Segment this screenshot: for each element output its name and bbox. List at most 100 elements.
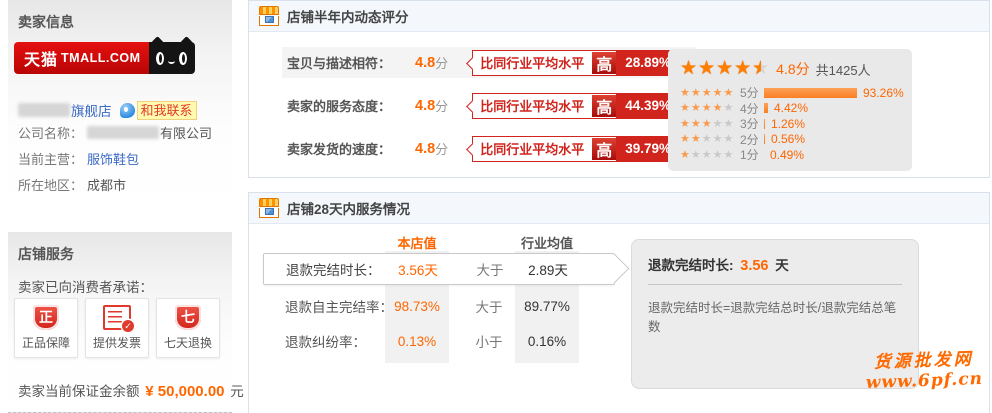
promise-badge-label: 提供发票 bbox=[92, 336, 141, 350]
star-filled-icon: ★ bbox=[701, 117, 713, 130]
shield-qi-icon: 七 bbox=[175, 305, 201, 330]
distribution-label: 5分 bbox=[740, 86, 759, 101]
star-icons: ★★★★★ bbox=[680, 118, 740, 130]
field-label: 公司名称： bbox=[18, 126, 84, 141]
rating-row: 卖家发货的速度： 4.8 分 比同行业平均水平高 39.79% bbox=[282, 133, 696, 164]
star-summary-row: ★★★★★★★★★★ 4.8分 共1425人 bbox=[680, 57, 912, 81]
star-filled-icon: ★ bbox=[680, 117, 691, 130]
star-empty-icon: ★ bbox=[690, 148, 702, 161]
star-filled-icon: ★ bbox=[680, 133, 691, 146]
distribution-percent: 93.26% bbox=[863, 85, 904, 100]
seller-info-title: 卖家信息 bbox=[18, 14, 74, 30]
field-value: 成都市 bbox=[87, 178, 127, 193]
distribution-percent: 0.56% bbox=[771, 132, 806, 147]
star-filled-icon: ★ bbox=[712, 86, 724, 99]
compare-percent: 44.39% bbox=[616, 93, 681, 118]
column-store-value: 本店值 bbox=[397, 236, 437, 251]
distribution-label: 4分 bbox=[740, 101, 759, 116]
service-store-value: 3.56天 bbox=[398, 263, 438, 278]
service-badges: 正正品保障提供发票七七天退换 bbox=[14, 298, 220, 358]
watermark: 货源批发网 www.6pf.cn bbox=[855, 344, 992, 394]
field-label: 当前主营： bbox=[18, 152, 84, 167]
industry-compare-badge: 比同行业平均水平高 44.39% bbox=[472, 92, 682, 119]
star-summary-box: ★★★★★★★★★★ 4.8分 共1425人 ★★★★★5分93.26%★★★★… bbox=[668, 49, 912, 171]
star-filled-icon: ★ bbox=[680, 148, 691, 161]
star-icons: ★★★★★ bbox=[680, 87, 740, 99]
distribution-percent: 0.49% bbox=[770, 147, 805, 162]
column-industry-value: 行业均值 bbox=[520, 236, 573, 251]
promise-text: 卖家已向消费者承诺： bbox=[18, 280, 153, 295]
service-industry-value: 89.77% bbox=[524, 298, 570, 314]
store-name-link[interactable]: 旗舰店 bbox=[71, 104, 112, 119]
seller-field-row: 当前主营： 服饰鞋包 bbox=[18, 150, 228, 167]
distribution-row: ★★★★★ 1分 0.49% bbox=[680, 147, 912, 163]
rating-score: 4.8 bbox=[415, 140, 436, 157]
field-value-link[interactable]: 服饰鞋包 bbox=[87, 152, 140, 167]
rating-score: 4.8 bbox=[415, 97, 436, 114]
rating-row: 卖家的服务态度： 4.8 分 比同行业平均水平高 44.39% bbox=[282, 90, 696, 121]
service-compare-word: 小于 bbox=[475, 335, 503, 350]
service-compare-word: 大于 bbox=[475, 300, 503, 315]
service-row[interactable]: 退款完结时长： 3.56天 大于 2.89天 bbox=[263, 253, 615, 285]
star-empty-icon: ★ bbox=[723, 102, 735, 115]
rating-score-unit: 分 bbox=[435, 142, 449, 157]
rating-label: 宝贝与描述相符： bbox=[287, 56, 392, 71]
star-distribution: ★★★★★ 5分 93.26% ★★★★★ 4分 4.42% ★★★★★ 3分 1.26% ★★★… bbox=[680, 85, 912, 163]
rating-score: 4.8 bbox=[415, 54, 436, 71]
star-icons: ★★★★★ bbox=[680, 133, 740, 145]
detail-formula: 退款完结时长=退款完结总时长/退款完结总笔数 bbox=[648, 301, 897, 334]
field-label: 所在地区： bbox=[18, 178, 84, 193]
deposit-unit: 元 bbox=[230, 384, 244, 399]
star-filled-icon: ★ bbox=[690, 102, 702, 115]
service-industry-value: 2.89天 bbox=[528, 263, 568, 278]
distribution-row: ★★★★★ 3分 1.26% bbox=[680, 116, 912, 132]
star-filled-icon: ★ bbox=[680, 86, 691, 99]
store-service-title: 店铺服务 bbox=[18, 246, 74, 262]
star-filled-icon: ★ bbox=[690, 133, 702, 146]
distribution-row: ★★★★★ 4分 4.42% bbox=[680, 101, 912, 117]
star-filled-icon: ★ bbox=[712, 102, 724, 115]
star-filled-icon: ★ bbox=[701, 86, 713, 99]
star-empty-icon: ★ bbox=[712, 117, 724, 130]
service-row: 退款自主完结率： 98.73% 大于 89.77% bbox=[263, 292, 615, 320]
star-empty-icon: ★ bbox=[712, 133, 724, 146]
star-empty-icon: ★ bbox=[723, 133, 735, 146]
distribution-row: ★★★★★ 5分 93.26% bbox=[680, 85, 912, 101]
detail-value: 3.56 bbox=[740, 258, 769, 274]
distribution-bar bbox=[764, 103, 768, 114]
star-empty-icon: ★ bbox=[701, 133, 713, 146]
tmall-brand-cn: 天猫 bbox=[24, 52, 59, 69]
wangwang-chat-icon[interactable] bbox=[119, 102, 135, 118]
service-row: 退款纠纷率： 0.13% 小于 0.16% bbox=[263, 327, 615, 355]
rating-label: 卖家发货的速度： bbox=[287, 142, 392, 157]
star-filled-icon: ★ bbox=[680, 102, 691, 115]
star-empty-icon: ★ bbox=[723, 117, 735, 130]
deposit-row: 卖家当前保证金余额 ¥ 50,000.00 元 bbox=[18, 380, 244, 400]
service-industry-value: 0.16% bbox=[527, 333, 567, 349]
distribution-bar bbox=[764, 118, 765, 129]
distribution-row: ★★★★★ 2分 0.56% bbox=[680, 132, 912, 148]
distribution-label: 1分 bbox=[740, 148, 759, 163]
seller-field-row: 公司名称： 有限公司 bbox=[18, 124, 228, 141]
seller-fields: 公司名称： 有限公司 当前主营： 服饰鞋包 所在地区： 成都市 bbox=[18, 124, 228, 202]
detail-divider bbox=[648, 284, 902, 285]
deposit-amount: ¥ 50,000.00 bbox=[145, 383, 225, 400]
metric-detail-box: 退款完结时长: 3.56 天 退款完结时长=退款完结总时长/退款完结总笔数 bbox=[631, 239, 919, 389]
promise-badge-invoice-doc: 提供发票 bbox=[85, 298, 149, 358]
rating-rows: 宝贝与描述相符： 4.8 分比同行业平均水平高 28.89% 卖家的服务态度： 4.8 分比… bbox=[282, 47, 696, 176]
distribution-label: 3分 bbox=[740, 117, 759, 132]
service-store-value: 98.73% bbox=[394, 298, 440, 314]
service-panel-header: 店铺28天内服务情况 bbox=[249, 193, 989, 224]
store-name-row: 旗舰店 和我联系 bbox=[18, 100, 197, 120]
industry-compare-badge: 比同行业平均水平高 39.79% bbox=[472, 135, 682, 162]
rating-panel-title: 店铺半年内动态评分 bbox=[287, 10, 409, 25]
contact-me-button[interactable]: 和我联系 bbox=[136, 100, 197, 120]
star-icons: ★★★★★ bbox=[680, 102, 740, 114]
service-panel: 店铺28天内服务情况 本店值 行业均值 退款完结时长： 3.56天 大于 2.89天退… bbox=[248, 192, 990, 413]
tmall-logo[interactable]: 天猫 TMALL.COM bbox=[14, 42, 195, 74]
star-empty-icon: ★ bbox=[723, 148, 735, 161]
service-metric-label: 退款完结时长： bbox=[286, 263, 381, 278]
compare-direction: 高 bbox=[592, 137, 617, 160]
tmall-logo-text: 天猫 TMALL.COM bbox=[14, 42, 149, 74]
service-panel-title: 店铺28天内服务情况 bbox=[287, 202, 411, 217]
